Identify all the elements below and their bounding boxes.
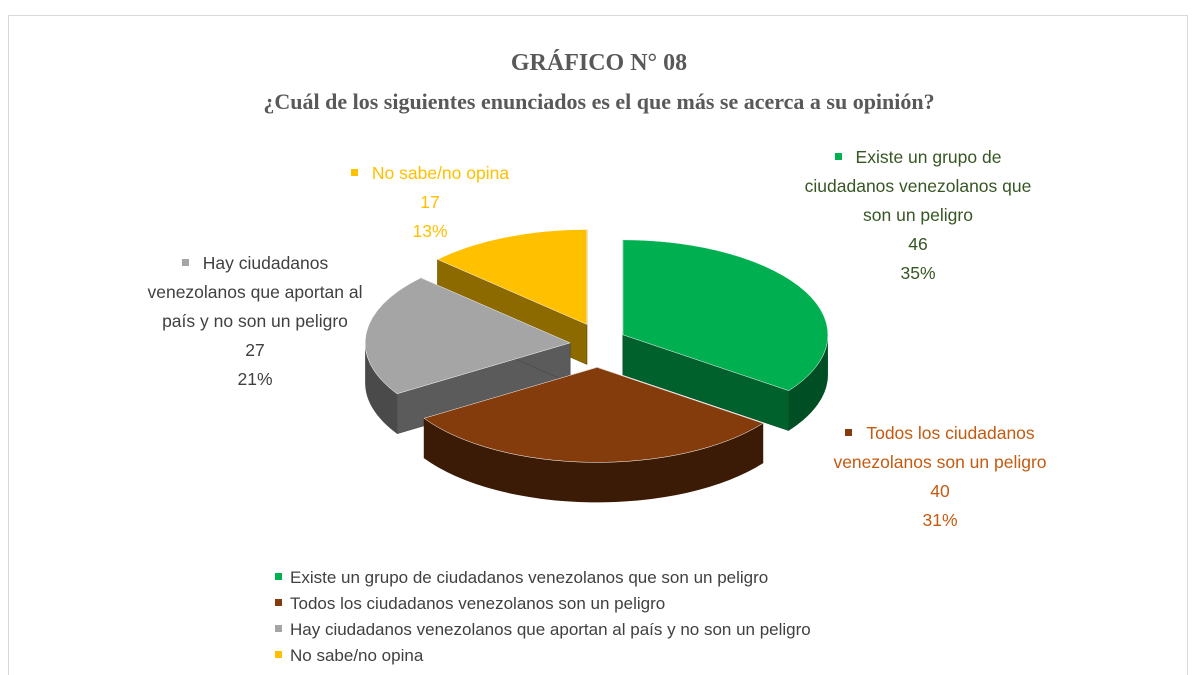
label-percent: 13% bbox=[412, 221, 448, 241]
label-count: 40 bbox=[930, 481, 950, 501]
data-label: Hay ciudadanos venezolanos que aportan a… bbox=[140, 249, 370, 394]
slice-wall bbox=[365, 342, 398, 434]
label-count: 17 bbox=[420, 192, 440, 212]
label-text: Todos los ciudadanos venezolanos son un … bbox=[833, 423, 1047, 472]
legend-text: Hay ciudadanos venezolanos que aportan a… bbox=[290, 620, 811, 639]
label-name: Todos los ciudadanos venezolanos son un … bbox=[815, 419, 1065, 477]
data-label: No sabe/no opina 17 13% bbox=[300, 159, 560, 246]
label-text: No sabe/no opina bbox=[371, 163, 510, 183]
label-percent: 35% bbox=[900, 263, 936, 283]
legend-item: Todos los ciudadanos venezolanos son un … bbox=[275, 591, 665, 617]
data-label: Existe un grupo de ciudadanos venezolano… bbox=[800, 143, 1036, 288]
label-marker bbox=[181, 258, 189, 266]
label-name: Existe un grupo de ciudadanos venezolano… bbox=[800, 143, 1036, 230]
legend-marker bbox=[275, 625, 282, 633]
legend-text: No sabe/no opina bbox=[290, 646, 424, 665]
label-marker bbox=[350, 168, 358, 176]
legend-marker bbox=[275, 599, 282, 607]
chart-subtitle: ¿Cuál de los siguientes enunciados es el… bbox=[263, 89, 935, 114]
pie-slice bbox=[423, 367, 764, 463]
label-text: Hay ciudadanos venezolanos que aportan a… bbox=[147, 253, 363, 331]
legend-item: Existe un grupo de ciudadanos venezolano… bbox=[275, 565, 768, 591]
pie-slice bbox=[364, 277, 571, 395]
legend-marker bbox=[275, 651, 282, 659]
chart-title: GRÁFICO N° 08 bbox=[510, 50, 688, 76]
label-count: 46 bbox=[908, 234, 928, 254]
label-percent: 21% bbox=[237, 369, 273, 389]
legend-item: Hay ciudadanos venezolanos que aportan a… bbox=[275, 617, 811, 643]
label-marker bbox=[845, 428, 853, 436]
legend-text: Existe un grupo de ciudadanos venezolano… bbox=[290, 568, 769, 587]
label-count: 27 bbox=[245, 340, 265, 360]
pie-slice bbox=[436, 229, 588, 325]
legend-item: No sabe/no opina bbox=[275, 643, 423, 669]
slice-wall bbox=[424, 418, 763, 503]
label-name: Hay ciudadanos venezolanos que aportan a… bbox=[140, 249, 370, 336]
legend-text: Todos los ciudadanos venezolanos son un … bbox=[290, 594, 666, 613]
label-name: No sabe/no opina bbox=[300, 159, 560, 188]
label-percent: 31% bbox=[922, 510, 958, 530]
label-text: Existe un grupo de ciudadanos venezolano… bbox=[804, 147, 1032, 225]
data-label: Todos los ciudadanos venezolanos son un … bbox=[815, 419, 1065, 535]
legend-marker bbox=[275, 573, 282, 581]
label-marker bbox=[834, 152, 842, 160]
slice-wall bbox=[788, 334, 828, 431]
chart-frame bbox=[8, 15, 1188, 675]
pie-slice bbox=[622, 239, 829, 391]
